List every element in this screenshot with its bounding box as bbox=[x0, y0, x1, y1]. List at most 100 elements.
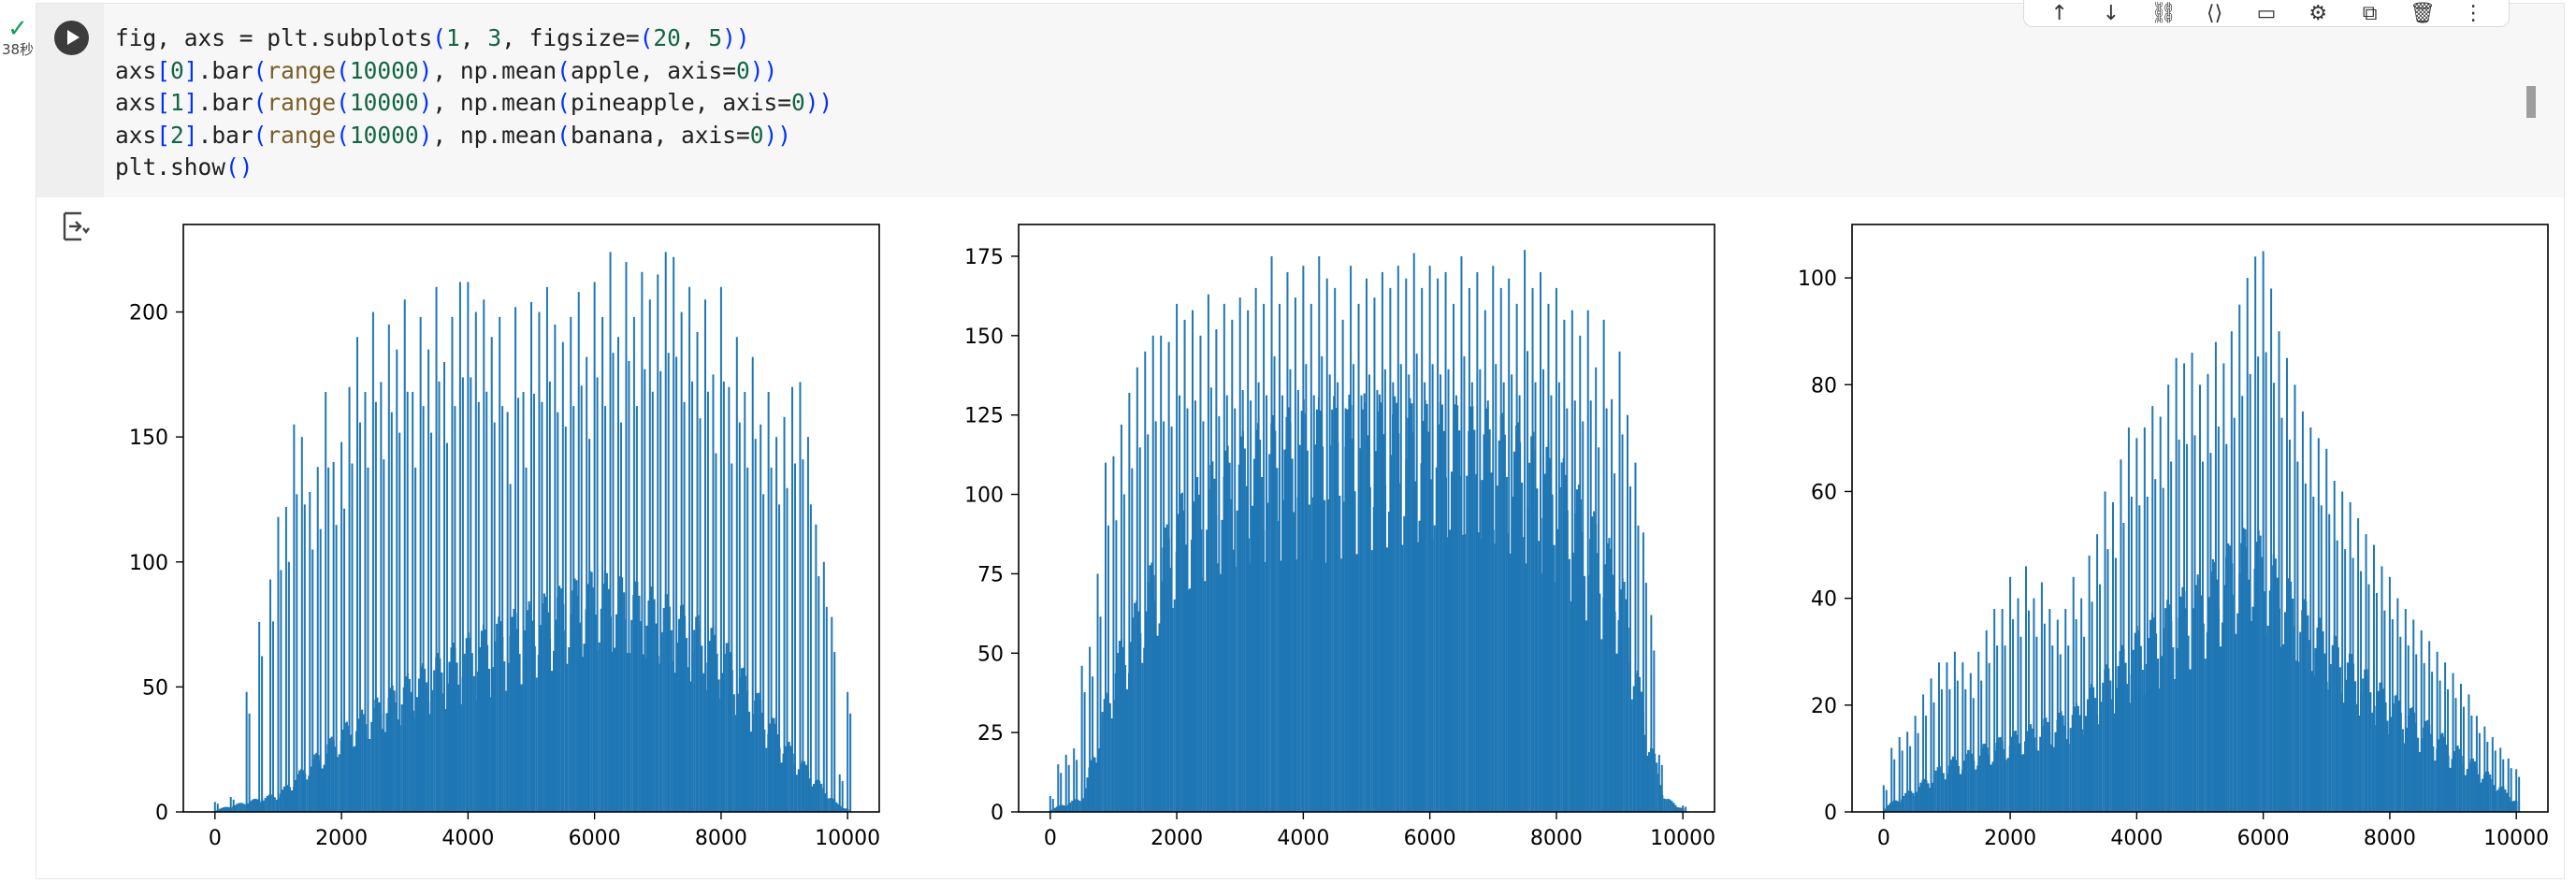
bar bbox=[1490, 472, 1493, 812]
bar bbox=[1340, 558, 1343, 812]
bar bbox=[1101, 712, 1104, 812]
comment-icon[interactable]: ▭ bbox=[2256, 1, 2277, 25]
bar bbox=[1912, 792, 1915, 812]
bar bbox=[1077, 799, 1079, 812]
bar-peak bbox=[2365, 534, 2367, 812]
bar bbox=[2462, 706, 2465, 812]
bar-peak bbox=[506, 412, 509, 812]
delete-icon[interactable]: 🗑 bbox=[2409, 1, 2436, 25]
bar bbox=[2051, 645, 2054, 812]
bar bbox=[1108, 702, 1111, 812]
bar bbox=[2394, 695, 2396, 812]
bar bbox=[740, 668, 744, 812]
bar-peak bbox=[1373, 297, 1376, 812]
bar bbox=[1972, 698, 1975, 812]
gear-icon[interactable]: ⚙ bbox=[2308, 1, 2328, 25]
bar-peak bbox=[2167, 384, 2170, 812]
arrow-down-icon[interactable]: ↓ bbox=[2102, 1, 2120, 25]
bar bbox=[477, 401, 480, 812]
bar bbox=[715, 453, 717, 812]
bar-peak bbox=[2135, 438, 2138, 812]
bar bbox=[2251, 606, 2254, 812]
code-icon[interactable]: ⟨⟩ bbox=[2207, 1, 2223, 25]
bar-peak bbox=[2341, 491, 2344, 812]
bar bbox=[431, 689, 434, 812]
bar bbox=[1177, 514, 1179, 812]
bar bbox=[706, 391, 709, 812]
bar bbox=[644, 369, 646, 812]
bar bbox=[1370, 550, 1373, 812]
bar bbox=[662, 607, 665, 812]
bar-peak bbox=[2381, 566, 2383, 812]
code-editor[interactable]: fig, axs = plt.subplots(1, 3, figsize=(2… bbox=[104, 4, 2564, 197]
bar bbox=[261, 656, 264, 812]
bar-peak bbox=[284, 506, 287, 812]
bar bbox=[2196, 574, 2199, 812]
bar bbox=[2456, 745, 2459, 812]
bar bbox=[415, 697, 419, 812]
link-icon[interactable]: ⛓ bbox=[2150, 1, 2178, 25]
bar bbox=[1663, 798, 1666, 812]
code-token: ] bbox=[183, 121, 198, 149]
bar bbox=[1086, 777, 1089, 812]
mirror-cell-icon[interactable]: ⧉ bbox=[2362, 1, 2378, 25]
bar-peak bbox=[1642, 532, 1644, 812]
bar bbox=[2141, 670, 2144, 812]
bar bbox=[695, 616, 698, 812]
bar bbox=[343, 508, 346, 812]
bar-peak bbox=[641, 271, 644, 812]
bar bbox=[638, 595, 641, 812]
bar bbox=[1346, 409, 1349, 812]
code-token: 10000 bbox=[349, 56, 419, 84]
bar bbox=[363, 714, 366, 812]
bar bbox=[1387, 511, 1391, 812]
bar bbox=[1170, 427, 1173, 812]
bar-peak bbox=[1515, 303, 1518, 812]
bar bbox=[1418, 520, 1421, 812]
bar bbox=[1245, 485, 1248, 812]
bar-peak bbox=[2183, 363, 2186, 812]
bar-peak bbox=[316, 467, 319, 812]
bar bbox=[2390, 717, 2393, 812]
output-options-icon[interactable] bbox=[59, 210, 93, 243]
bar bbox=[1481, 480, 1483, 812]
bar-peak bbox=[2294, 384, 2296, 812]
bar bbox=[2375, 592, 2378, 812]
bar-peak bbox=[2207, 373, 2209, 812]
more-icon[interactable]: ⋮ bbox=[2463, 1, 2484, 25]
bar-peak bbox=[1412, 253, 1415, 812]
bar bbox=[2114, 557, 2117, 812]
bar bbox=[374, 401, 377, 812]
bar-peak bbox=[1215, 329, 1218, 812]
bar bbox=[1414, 481, 1417, 812]
bar bbox=[2344, 549, 2347, 812]
bar bbox=[2037, 750, 2040, 812]
scrollbar-marker[interactable] bbox=[2526, 86, 2536, 118]
bar-peak bbox=[1080, 665, 1083, 812]
bar bbox=[2058, 712, 2061, 812]
bar bbox=[1399, 364, 1402, 812]
code-token: ( bbox=[557, 121, 571, 149]
bar bbox=[1396, 402, 1398, 812]
bar bbox=[1392, 382, 1395, 812]
code-token: 0 bbox=[749, 121, 764, 149]
bar-peak bbox=[2475, 716, 2478, 812]
code-token: 10000 bbox=[349, 121, 419, 149]
y-tick-label: 75 bbox=[977, 563, 1004, 586]
bar bbox=[2149, 619, 2152, 812]
arrow-up-icon[interactable]: ↑ bbox=[2050, 1, 2068, 25]
bar-peak bbox=[1938, 662, 1940, 812]
x-tick-label: 4000 bbox=[2110, 827, 2163, 850]
bar bbox=[2026, 731, 2029, 812]
bar bbox=[773, 717, 775, 812]
bar bbox=[2194, 585, 2197, 812]
bar bbox=[1619, 589, 1622, 812]
bar bbox=[1560, 462, 1563, 812]
code-text[interactable]: fig, axs = plt.subplots(1, 3, figsize=(2… bbox=[115, 22, 832, 184]
code-token: pineapple, axis= bbox=[570, 89, 791, 116]
run-cell-button[interactable] bbox=[54, 21, 89, 55]
bar bbox=[1266, 502, 1269, 812]
code-cell[interactable]: fig, axs = plt.subplots(1, 3, figsize=(2… bbox=[36, 0, 2565, 879]
bar bbox=[708, 641, 711, 812]
bar-peak bbox=[1531, 287, 1534, 812]
